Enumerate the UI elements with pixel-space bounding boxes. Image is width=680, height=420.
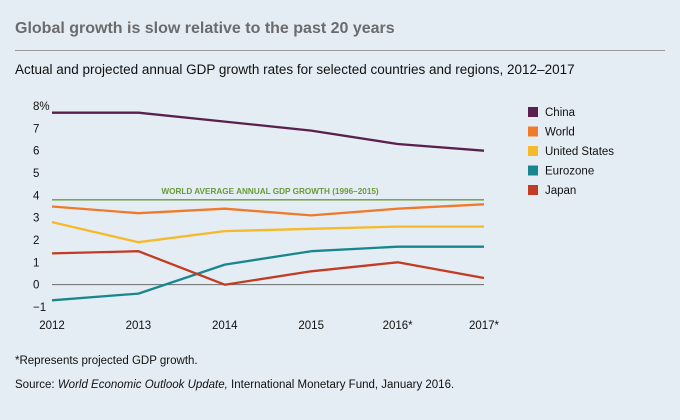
y-tick-label-7: 1 (33, 257, 39, 269)
legend-label-united-states: United States (545, 146, 614, 158)
line-chart: 8% 7 6 5 4 3 2 1 0 −1 2012 2013 2014 2015 2016* 2017* WO… (33, 101, 614, 332)
legend-swatch-eurozone (528, 165, 538, 176)
y-tick-label-2: 6 (33, 146, 39, 158)
series-line-world (51, 203, 485, 217)
x-tick-label-2: 2014 (212, 320, 238, 332)
series-line-united-states (51, 220, 484, 244)
reference-line-label: WORLD AVERAGE ANNUAL GDP GROWTH (1996–20… (161, 187, 379, 196)
legend-swatch-united-states (528, 146, 538, 156)
chart-title: Global growth is slow relative to the pa… (15, 20, 395, 37)
source-title: World Economic Outlook Update, (57, 379, 228, 391)
source-note: Source: World Economic Outlook Update, I… (15, 379, 454, 391)
x-tick-label-3: 2015 (298, 320, 324, 332)
source-rest: International Monetary Fund, January 201… (227, 379, 455, 391)
source-prefix: Source: (15, 379, 58, 391)
legend-swatch-japan (528, 185, 538, 195)
y-tick-label-6: 2 (33, 235, 39, 247)
legend-swatch-china (528, 107, 538, 117)
legend-label-world: World (545, 127, 575, 139)
y-tick-label-9: −1 (33, 302, 46, 314)
footnote: *Represents projected GDP growth. (15, 355, 198, 367)
legend-label-china: China (545, 107, 576, 119)
chart-subtitle: Actual and projected annual GDP growth r… (15, 62, 575, 77)
y-tick-label-8: 0 (33, 280, 39, 292)
y-tick-label-1: 7 (33, 123, 39, 135)
series-line-eurozone (51, 245, 484, 302)
y-tick-label-3: 5 (33, 168, 39, 180)
y-tick-label-4: 4 (33, 190, 40, 202)
x-tick-label-4: 2016* (383, 320, 414, 332)
legend-label-japan: Japan (545, 185, 576, 197)
series-line-japan (51, 250, 485, 286)
x-tick-label-1: 2013 (126, 320, 152, 332)
y-tick-label-5: 3 (33, 213, 39, 225)
x-tick-label-0: 2012 (39, 320, 65, 332)
x-tick-label-5: 2017* (469, 320, 500, 332)
legend-swatch-world (528, 126, 538, 137)
y-tick-label-0: 8% (33, 101, 50, 113)
title-divider (15, 50, 665, 51)
legend-label-eurozone: Eurozone (545, 166, 594, 178)
series-line-china (52, 111, 485, 152)
